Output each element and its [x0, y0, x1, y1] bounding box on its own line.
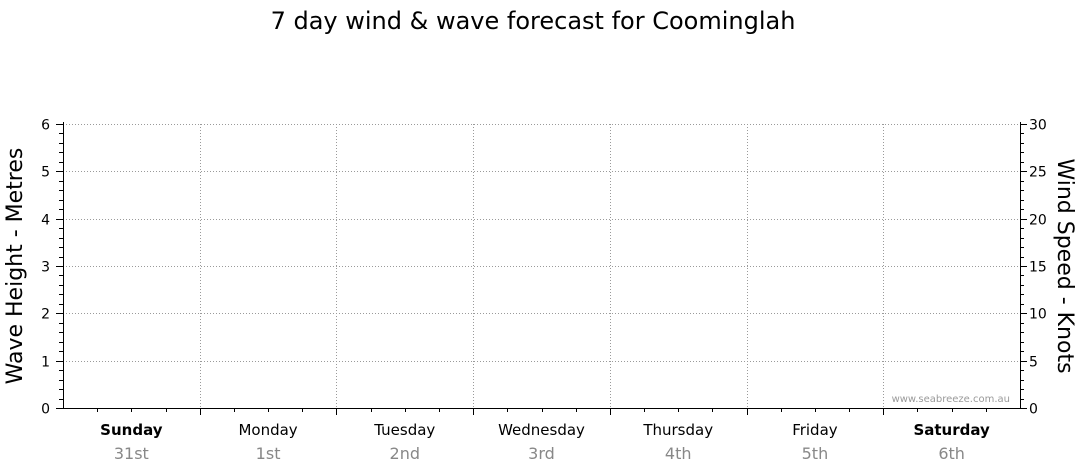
axes: [63, 122, 1021, 409]
day-name-label: Friday: [792, 421, 838, 439]
left-tick-label: 0: [41, 402, 50, 418]
day-date-label: 1st: [256, 444, 281, 463]
right-y-axis-ticks: 0 5 10 15 20 25 30: [1020, 118, 1047, 418]
left-tick-label: 6: [41, 118, 50, 134]
left-tick-label: 3: [41, 260, 50, 276]
day-name-label: Saturday: [913, 421, 990, 439]
day-name-label: Wednesday: [498, 421, 585, 439]
day-name-label: Thursday: [642, 421, 713, 439]
right-tick-label: 10: [1029, 307, 1047, 323]
left-y-axis-label: Wave Height - Metres: [3, 148, 28, 385]
day-name-label: Tuesday: [373, 421, 435, 439]
day-date-label: 4th: [665, 444, 692, 463]
grid-lines: [63, 124, 1020, 408]
day-name-label: Monday: [238, 421, 297, 439]
left-y-axis-ticks: 0 1 2 3 4 5 6: [41, 118, 63, 418]
day-name-label: Sunday: [100, 421, 163, 439]
day-date-label: 5th: [802, 444, 829, 463]
right-tick-label: 15: [1029, 260, 1047, 276]
right-tick-label: 25: [1029, 165, 1047, 181]
chart-title: 7 day wind & wave forecast for Coomingla…: [271, 7, 796, 35]
right-tick-label: 30: [1029, 118, 1047, 134]
left-tick-label: 1: [41, 355, 50, 371]
watermark: www.seabreeze.com.au: [892, 394, 1010, 405]
day-date-label: 2nd: [390, 444, 420, 463]
day-labels: Sunday 31st Monday 1st Tuesday 2nd Wednesday 3r…: [97, 408, 990, 463]
day-date-label: 6th: [938, 444, 965, 463]
day-date-label: 3rd: [528, 444, 555, 463]
left-tick-label: 5: [41, 165, 50, 181]
right-y-axis-label: Wind Speed - Knots: [1052, 158, 1077, 373]
left-tick-label: 2: [41, 307, 50, 323]
right-tick-label: 5: [1029, 355, 1038, 371]
day-date-label: 31st: [114, 444, 149, 463]
right-tick-label: 20: [1029, 213, 1047, 229]
right-tick-label: 0: [1029, 402, 1038, 418]
left-tick-label: 4: [41, 213, 50, 229]
